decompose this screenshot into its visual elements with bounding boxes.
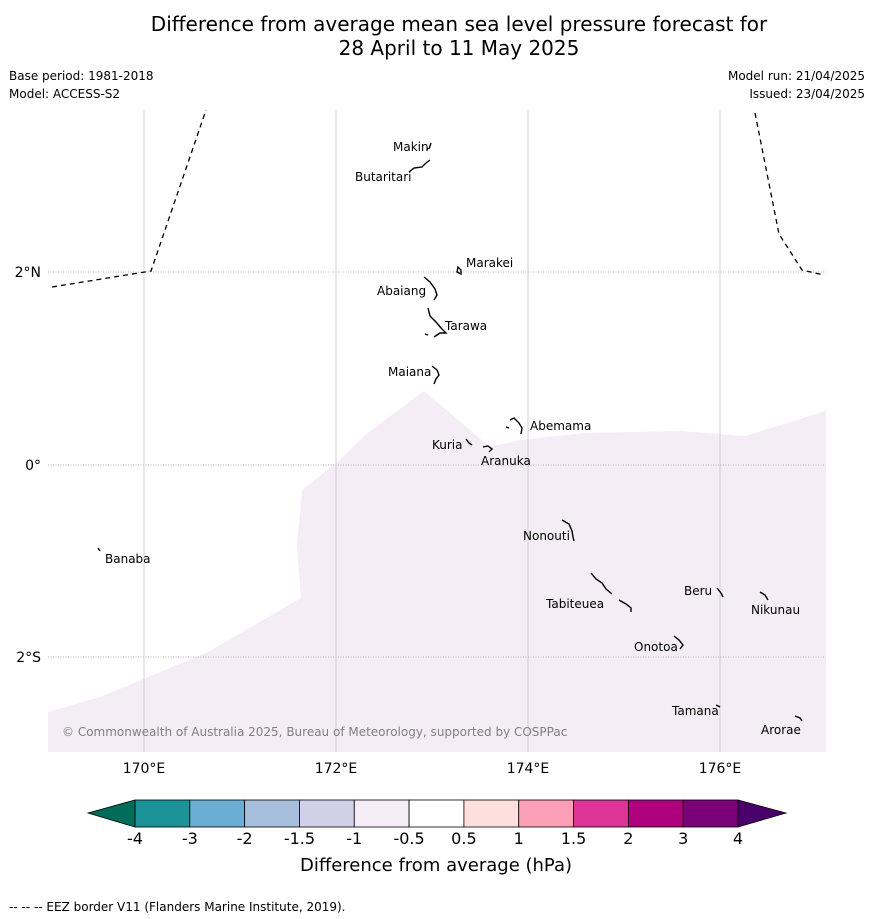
colorbar-tick-label: 1 — [514, 829, 524, 848]
colorbar-block — [408, 799, 465, 828]
model-label: Model: ACCESS-S2 — [9, 87, 121, 101]
island-beru — [716, 587, 724, 598]
colorbar-tick-label: 4 — [733, 829, 743, 848]
island-aranuka — [482, 445, 494, 453]
colorbar-block — [353, 799, 410, 828]
lat-label-2s: 2°S — [16, 650, 41, 666]
colorbar-over-arrow — [737, 799, 788, 828]
colorbar-tick-label: 0.5 — [451, 829, 476, 848]
issued-label: Issued: 23/04/2025 — [749, 87, 865, 101]
lon-label-174: 174°E — [507, 761, 550, 777]
island-tarawa — [424, 307, 448, 338]
colorbar-tick-label: -3 — [182, 829, 198, 848]
island-abemama — [505, 417, 523, 435]
colorbar-tick-label: 3 — [678, 829, 688, 848]
colorbar-block — [299, 799, 355, 828]
island-outlines — [97, 142, 803, 722]
colorbar-block — [627, 799, 684, 828]
base-period-label: Base period: 1981-2018 — [9, 69, 154, 83]
place-label: Tarawa — [444, 319, 487, 333]
colorbar-tick-label: -4 — [127, 829, 143, 848]
island-nonouti — [561, 519, 575, 542]
lat-label-2n: 2°N — [15, 265, 41, 281]
colorbar-block — [189, 799, 246, 828]
colorbar-block — [682, 799, 739, 828]
place-label: Butaritari — [355, 170, 412, 184]
place-label: Abemama — [530, 419, 591, 433]
place-label: Kuria — [432, 438, 463, 452]
place-label: Onotoa — [634, 640, 678, 654]
island-maiana — [431, 365, 440, 385]
island-tabiteuea — [590, 572, 632, 612]
place-label: Makin — [393, 140, 429, 154]
colorbar-blocks — [134, 799, 739, 828]
copyright-notice: © Commonwealth of Australia 2025, Bureau… — [62, 725, 567, 739]
place-label: Aranuka — [481, 454, 531, 468]
colorbar-block — [244, 799, 300, 828]
island-onotoa — [673, 635, 684, 650]
colorbar-tick-label: -1.5 — [284, 829, 315, 848]
place-label: Beru — [684, 584, 712, 598]
lon-label-172: 172°E — [315, 761, 358, 777]
colorbar-tick-label: -1 — [346, 829, 362, 848]
island-tamana — [715, 704, 721, 708]
colorbar-tick-labels: -4 -3 -2 -1.5 -1 -0.5 0.5 1 1.5 2 3 4 — [127, 829, 743, 848]
colorbar-under-arrow — [86, 799, 136, 828]
place-label: Marakei — [466, 256, 513, 270]
lat-label-0: 0° — [25, 458, 41, 474]
lon-label-176: 176°E — [699, 761, 742, 777]
model-run-label: Model run: 21/04/2025 — [727, 69, 865, 83]
place-label: Nikunau — [751, 603, 800, 617]
island-butaritari — [408, 159, 431, 173]
colorbar-block — [518, 799, 574, 828]
colorbar-tick-label: 1.5 — [561, 829, 586, 848]
place-label: Tamana — [671, 704, 719, 718]
colorbar-tick-label: 2 — [623, 829, 633, 848]
island-marakei — [456, 265, 462, 276]
map-title-line2: 28 April to 11 May 2025 — [338, 36, 580, 60]
lon-label-170: 170°E — [123, 761, 166, 777]
place-label: Nonouti — [523, 529, 570, 543]
colorbar-tick-label: -0.5 — [393, 829, 424, 848]
island-kuria — [465, 438, 473, 446]
map-title-line1: Difference from average mean sea level p… — [150, 12, 768, 36]
colorbar-block — [573, 799, 629, 828]
colorbar-block — [134, 799, 191, 828]
place-labels: Makin Butaritari Marakei Abaiang Tarawa … — [105, 140, 801, 737]
eez-border-east — [754, 112, 825, 276]
place-label: Arorae — [761, 723, 801, 737]
island-banaba — [97, 547, 101, 552]
anomaly-shaded-region — [48, 391, 826, 752]
colorbar-tick-label: -2 — [237, 829, 253, 848]
colorbar-block — [463, 799, 520, 828]
eez-border-footnote: -- -- -- EEZ border V11 (Flanders Marine… — [9, 900, 346, 914]
island-nikunau — [759, 591, 769, 601]
colorbar-title: Difference from average (hPa) — [300, 855, 572, 876]
island-makin — [426, 142, 432, 151]
place-label: Abaiang — [377, 284, 426, 298]
island-abaiang — [423, 276, 438, 301]
island-arorae — [794, 715, 803, 722]
place-label: Tabiteuea — [545, 597, 604, 611]
place-label: Banaba — [105, 552, 151, 566]
place-label: Maiana — [388, 365, 431, 379]
eez-border-west — [51, 109, 207, 288]
